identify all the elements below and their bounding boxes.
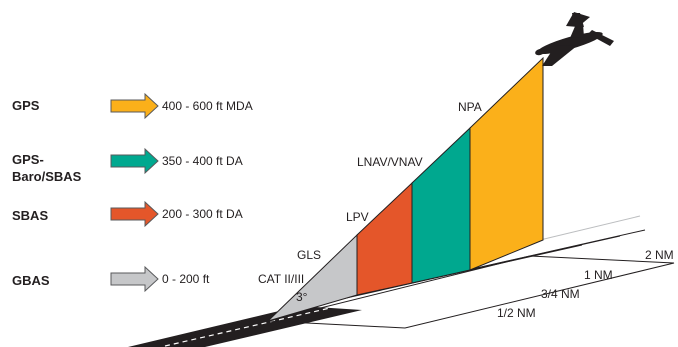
gps-panel <box>469 56 544 271</box>
range-label-gps-baro-sbas: 350 - 400 ft DA <box>162 154 243 168</box>
distance-label-1nm: 1 NM <box>584 268 613 282</box>
category-label-gps: GPS <box>12 98 40 113</box>
range-label-sbas: 200 - 300 ft DA <box>162 207 243 221</box>
range-label-gps: 400 - 600 ft MDA <box>162 99 253 113</box>
ground-extension-line <box>539 215 641 241</box>
category-label-gps-baro-line2: Baro/SBAS <box>12 169 82 184</box>
category-label-gbas: GBAS <box>12 273 50 288</box>
glide-angle-label: 3° <box>296 290 308 304</box>
approach-label-gls: GLS <box>297 248 321 262</box>
gbas-arrow-icon <box>110 265 159 293</box>
category-label-gps-baro-line1: GPS- <box>12 152 44 167</box>
aircraft-icon <box>535 12 614 66</box>
category-label-sbas: SBAS <box>12 208 48 223</box>
gps-baro-sbas-panel <box>411 126 471 284</box>
runway <box>128 306 362 347</box>
distance-label-2nm: 2 NM <box>645 248 674 262</box>
sbas-arrow-icon <box>110 200 159 228</box>
approach-label-lnav-vnav: LNAV/VNAV <box>357 155 423 169</box>
approach-label-cat: CAT II/III <box>258 272 304 286</box>
approach-panels <box>267 56 544 322</box>
approach-label-npa: NPA <box>458 100 482 114</box>
gps-baro-sbas-arrow-icon <box>110 147 159 175</box>
range-label-gbas: 0 - 200 ft <box>162 272 210 286</box>
distance-label-1-2nm: 1/2 NM <box>497 306 536 320</box>
approach-label-lpv: LPV <box>346 210 369 224</box>
distance-label-3-4nm: 3/4 NM <box>541 287 580 301</box>
gps-arrow-icon <box>110 92 159 120</box>
sbas-panel <box>356 181 413 296</box>
